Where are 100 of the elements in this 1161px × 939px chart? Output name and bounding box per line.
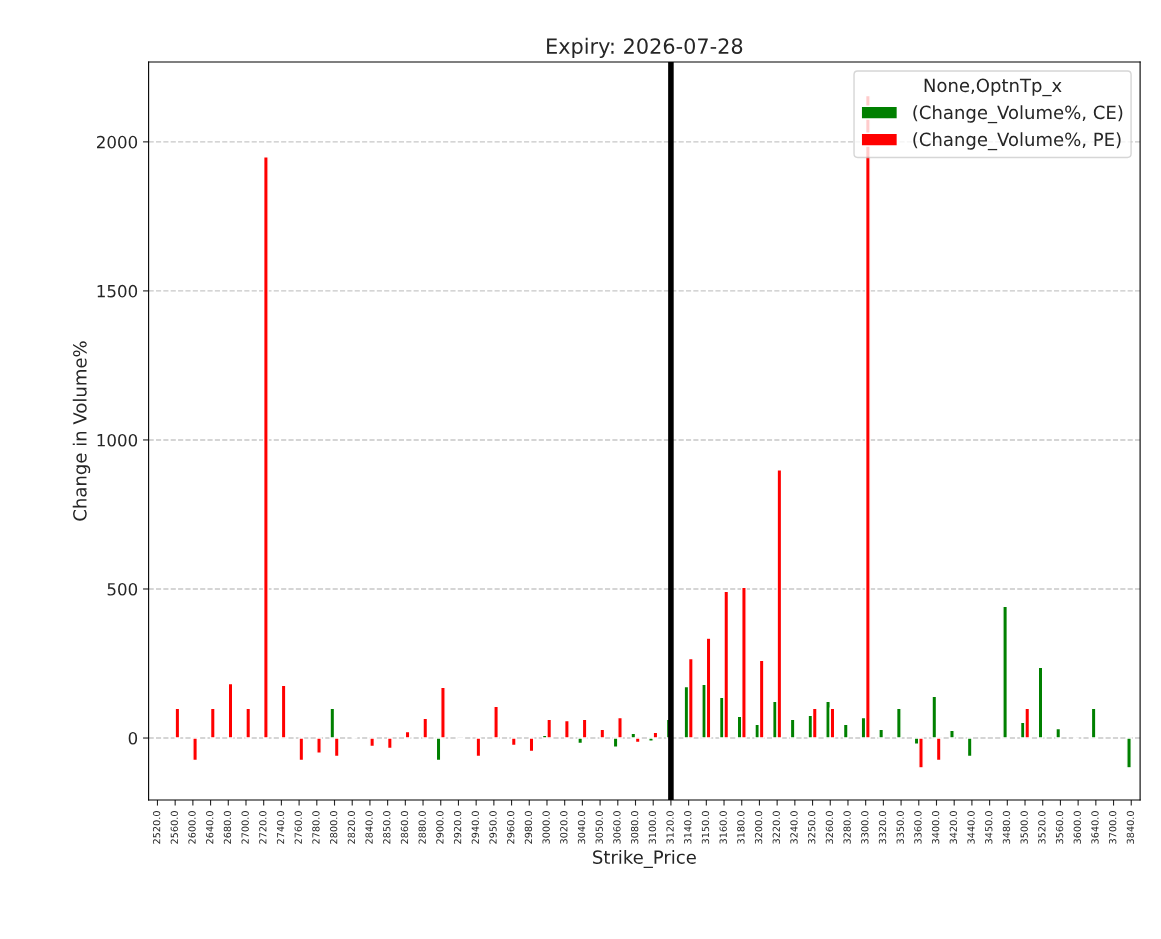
x-tick-label: 2700.0 <box>241 811 249 844</box>
bar <box>1024 707 1031 739</box>
bar <box>510 737 517 747</box>
x-tick-label: 3420.0 <box>949 811 958 844</box>
bar <box>316 737 322 754</box>
bar <box>563 719 570 739</box>
legend-title: None,OptnTp_x <box>924 78 1062 97</box>
x-tick-label: 2850.0 <box>383 811 391 844</box>
legend-label: (Change_Volume%, CE) <box>913 105 1123 124</box>
x-tick-label: 3060.0 <box>613 811 621 844</box>
x-tick-label: 2820.0 <box>347 811 356 844</box>
bar <box>262 156 269 739</box>
x-tick-label: 3000.0 <box>542 811 550 844</box>
x-tick-label: 3200.0 <box>754 811 763 844</box>
bar <box>966 737 973 758</box>
bar <box>630 732 637 739</box>
bar <box>298 737 305 762</box>
x-tick-label: 3700.0 <box>1109 811 1117 844</box>
x-tick-label: 3350.0 <box>896 811 904 844</box>
x-tick-label: 3560.0 <box>1055 811 1064 844</box>
bar <box>404 730 411 739</box>
bar <box>192 737 198 762</box>
x-tick-label: 3840.0 <box>1126 811 1135 844</box>
x-tick-label: 3020.0 <box>560 811 568 844</box>
x-tick-label: 3080.0 <box>630 811 639 844</box>
x-tick-label: 3050.0 <box>595 811 603 844</box>
x-tick-label: 3160.0 <box>719 811 727 844</box>
bar <box>1055 727 1062 739</box>
x-tick-label: 3250.0 <box>808 811 816 844</box>
bar <box>422 717 429 739</box>
x-tick-label: 3280.0 <box>843 811 851 844</box>
bar <box>280 684 287 739</box>
x-tick-label: 2800.0 <box>329 811 338 844</box>
bar <box>789 718 796 739</box>
x-tick-label: 2600.0 <box>188 811 196 844</box>
y-tick-label: 1000 <box>97 433 138 447</box>
bar <box>949 729 955 739</box>
bar <box>741 586 747 739</box>
x-tick-label: 3040.0 <box>577 811 586 844</box>
x-tick-label: 2900.0 <box>436 811 444 844</box>
x-tick-label: 2960.0 <box>507 811 515 844</box>
x-tick-label: 2780.0 <box>312 811 320 844</box>
bar <box>369 737 376 748</box>
x-tick-label: 2760.0 <box>294 811 302 844</box>
x-tick-label: 3360.0 <box>914 811 922 844</box>
x-tick-label: 3100.0 <box>648 811 657 844</box>
x-tick-label: 2520.0 <box>152 811 161 844</box>
bar <box>687 657 694 739</box>
x-tick-label: 3150.0 <box>701 811 710 844</box>
bar <box>546 718 553 739</box>
x-tick-label: 3220.0 <box>772 811 780 844</box>
x-tick-label: 3240.0 <box>790 811 798 844</box>
x-tick-label: 2740.0 <box>276 811 285 844</box>
x-axis-title: Strike_Price <box>593 850 696 868</box>
bar <box>599 728 606 739</box>
x-tick-label: 3450.0 <box>985 811 993 844</box>
bar <box>209 707 216 739</box>
x-tick-label: 3260.0 <box>825 811 834 844</box>
x-tick-label: 2920.0 <box>453 811 462 844</box>
x-tick-label: 3500.0 <box>1020 811 1028 844</box>
x-tick-label: 2680.0 <box>223 811 232 844</box>
x-tick-label: 3120.0 <box>666 811 674 844</box>
legend-label: (Change_Volume%, PE) <box>913 132 1121 151</box>
bar <box>776 469 783 739</box>
bar <box>842 723 849 739</box>
x-tick-label: 2860.0 <box>400 811 409 844</box>
bar <box>825 700 831 739</box>
y-tick-label: 0 <box>128 731 138 745</box>
x-tick-label: 3300.0 <box>861 811 869 844</box>
y-tick-label: 500 <box>107 582 138 596</box>
x-tick-label: 2720.0 <box>259 811 267 844</box>
bar <box>811 707 818 739</box>
bar <box>878 728 885 739</box>
x-tick-label: 2840.0 <box>365 811 373 844</box>
bar <box>652 731 659 739</box>
bar <box>245 707 252 739</box>
bar <box>723 590 730 739</box>
bar <box>1090 707 1097 739</box>
x-tick-label: 2560.0 <box>170 811 178 844</box>
bar <box>634 737 641 744</box>
x-tick-label: 2640.0 <box>206 811 214 844</box>
chart-title: Expiry: 2026-07-28 <box>547 37 743 58</box>
y-tick-label: 2000 <box>97 135 138 149</box>
bar <box>895 707 902 739</box>
bar <box>758 659 765 739</box>
x-tick-label: 2950.0 <box>489 811 497 844</box>
x-tick-label: 2940.0 <box>471 811 479 844</box>
y-tick-label: 1500 <box>97 284 138 298</box>
x-tick-label: 3600.0 <box>1073 811 1081 844</box>
y-axis-title: Change in Volume% <box>72 341 91 521</box>
x-tick-label: 3140.0 <box>684 811 692 844</box>
x-tick-label: 2980.0 <box>524 811 533 844</box>
x-tick-label: 3400.0 <box>931 811 940 844</box>
bar <box>493 705 499 739</box>
x-tick-label: 3320.0 <box>878 811 887 844</box>
bar <box>174 707 181 739</box>
x-tick-label: 2880.0 <box>418 811 426 844</box>
bar <box>475 737 482 758</box>
x-tick-label: 3640.0 <box>1091 811 1099 844</box>
bar <box>918 737 924 769</box>
